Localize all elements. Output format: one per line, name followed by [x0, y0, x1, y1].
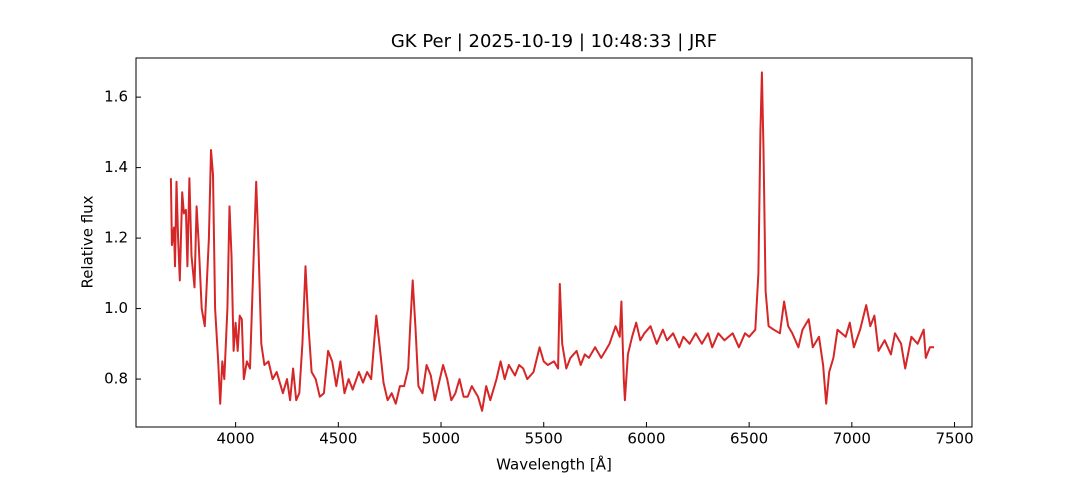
x-tick-label: 7500	[935, 430, 973, 448]
y-axis-label: Relative flux	[79, 195, 97, 288]
x-axis-label: Wavelength [Å]	[496, 455, 612, 474]
chart-title: GK Per | 2025-10-19 | 10:48:33 | JRF	[391, 31, 717, 52]
y-tick-label: 1.2	[104, 229, 128, 247]
y-tick-label: 1.0	[104, 299, 128, 317]
x-tick-label: 5500	[525, 430, 563, 448]
x-tick-label: 6500	[730, 430, 768, 448]
y-tick-label: 0.8	[104, 370, 128, 388]
x-tick-label: 4500	[319, 430, 357, 448]
x-tick-label: 6000	[627, 430, 665, 448]
y-tick-label: 1.6	[104, 88, 128, 106]
plot-frame	[135, 57, 973, 428]
y-tick-label: 1.4	[104, 158, 128, 176]
x-tick-label: 4000	[217, 430, 255, 448]
x-tick-label: 7000	[833, 430, 871, 448]
spectrum-line	[169, 71, 934, 412]
x-tick-label: 5000	[422, 430, 460, 448]
